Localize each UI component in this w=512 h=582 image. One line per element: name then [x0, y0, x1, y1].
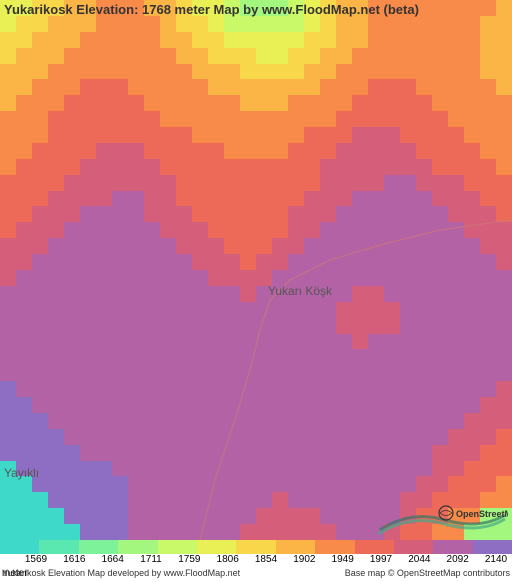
place-label: Yukarı Köşk — [268, 284, 332, 298]
credit-left: Yukarikosk Elevation Map developed by ww… — [2, 568, 240, 578]
legend-tick: 1854 — [255, 554, 277, 565]
legend-tick: 1616 — [63, 554, 85, 565]
legend-tick-labels: meter 1569161616641711175918061854190219… — [0, 554, 512, 568]
legend-tick: 1711 — [140, 554, 162, 565]
elevation-map[interactable]: Yukarı Köşk Yayıklı — [0, 0, 512, 540]
legend-tick: 1902 — [293, 554, 315, 565]
legend-tick: 2044 — [408, 554, 430, 565]
legend-tick: 2140 — [485, 554, 507, 565]
credit-right: Base map © OpenStreetMap contributors — [345, 568, 510, 578]
map-container: Yukarı Köşk Yayıklı Yukarikosk Elevation:… — [0, 0, 512, 582]
legend-tick: 1806 — [217, 554, 239, 565]
legend-tick: 2092 — [447, 554, 469, 565]
openstreetmap-logo[interactable]: OpenStreetMap — [438, 505, 508, 526]
osm-text: OpenStreetMap — [456, 509, 508, 519]
roads-overlay — [0, 0, 512, 540]
place-label: Yayıklı — [4, 466, 39, 480]
legend-color-bar — [0, 540, 512, 554]
legend-tick: 1949 — [332, 554, 354, 565]
legend-tick: 1997 — [370, 554, 392, 565]
legend-tick: 1664 — [102, 554, 124, 565]
elevation-legend: meter 1569161616641711175918061854190219… — [0, 540, 512, 582]
map-title: Yukarikosk Elevation: 1768 meter Map by … — [0, 0, 512, 20]
legend-tick: 1569 — [25, 554, 47, 565]
legend-tick: 1759 — [178, 554, 200, 565]
